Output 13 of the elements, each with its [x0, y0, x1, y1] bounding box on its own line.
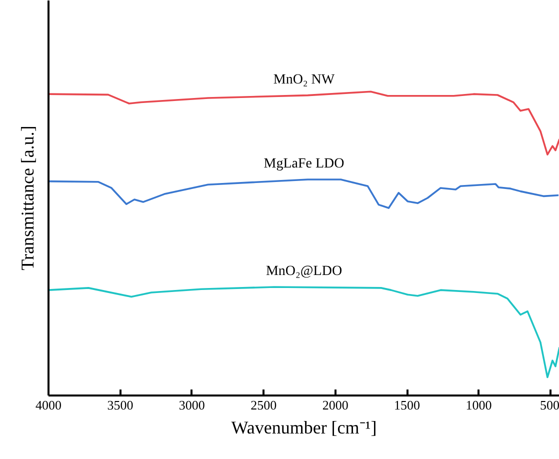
x-tick-label: 4000 [36, 398, 62, 412]
y-axis-title: Transmittance [a.u.] [18, 126, 38, 270]
x-tick-label: 1000 [466, 398, 492, 412]
x-tick-label: 3000 [178, 398, 205, 412]
x-tick-label: 2000 [322, 398, 348, 412]
x-tick-label: 2500 [250, 398, 277, 412]
x-axis-title: Wavenumber [cm⁻¹] [231, 418, 377, 438]
series-label: MnO₂@LDO [266, 264, 342, 280]
series-label: MnO₂ NW [273, 72, 336, 88]
x-tick-label: 500 [540, 398, 559, 412]
series-label: MgLaFe LDO [264, 156, 344, 172]
x-tick-label: 1500 [394, 398, 420, 412]
x-tick-label: 3500 [107, 398, 134, 412]
